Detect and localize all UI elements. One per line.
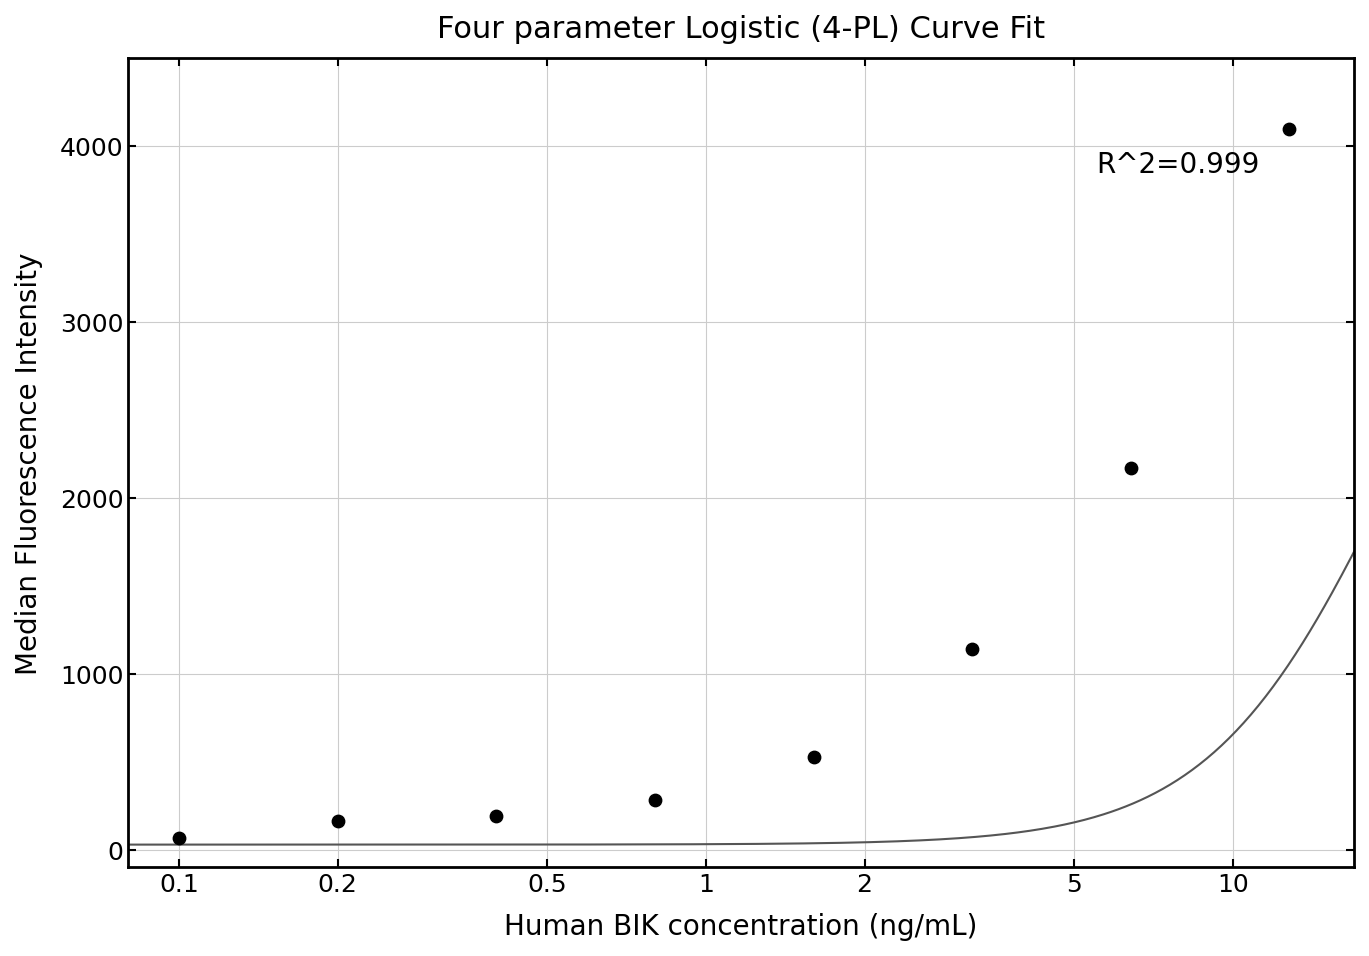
Point xyxy=(168,831,190,846)
Point xyxy=(1120,461,1142,476)
Point xyxy=(486,808,508,823)
Point xyxy=(1279,121,1301,137)
Title: Four parameter Logistic (4-PL) Curve Fit: Four parameter Logistic (4-PL) Curve Fit xyxy=(437,15,1045,44)
Point xyxy=(327,814,349,829)
Point xyxy=(961,641,983,657)
Text: R^2=0.999: R^2=0.999 xyxy=(1095,151,1259,179)
X-axis label: Human BIK concentration (ng/mL): Human BIK concentration (ng/mL) xyxy=(504,913,977,941)
Point xyxy=(802,750,824,765)
Point xyxy=(643,793,665,808)
Y-axis label: Median Fluorescence Intensity: Median Fluorescence Intensity xyxy=(15,252,42,674)
